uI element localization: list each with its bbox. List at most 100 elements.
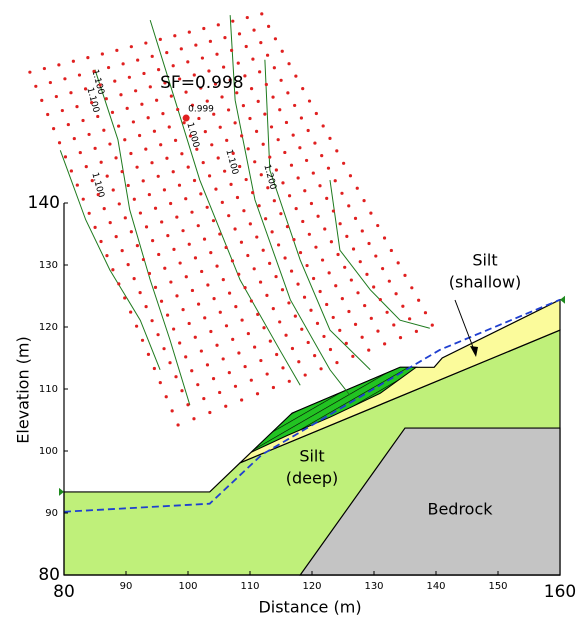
grid-point (320, 258, 325, 262)
grid-point (389, 248, 393, 253)
grid-point (151, 239, 155, 243)
grid-point (261, 248, 265, 252)
grid-point (345, 234, 349, 238)
factor-of-safety: SF=0.998 (160, 73, 243, 93)
contour-label: 1.200 (261, 163, 277, 191)
grid-point (259, 358, 263, 363)
grid-point (334, 284, 338, 288)
x-tick-label: 150 (488, 581, 507, 592)
grid-point (218, 125, 222, 129)
grid-point (244, 44, 248, 49)
grid-point (211, 219, 216, 223)
grid-point (200, 269, 204, 274)
grid-point (281, 366, 285, 370)
grid-point (225, 138, 229, 142)
grid-point (218, 310, 222, 314)
grid-point (141, 257, 146, 262)
grid-point (342, 161, 346, 165)
x-axis-label: Distance (m) (258, 598, 361, 617)
grid-point (223, 169, 227, 173)
x-tick-label: 100 (178, 581, 197, 592)
grid-point (123, 296, 127, 300)
grid-point (369, 316, 373, 320)
grid-point (236, 61, 240, 65)
grid-point (123, 216, 127, 220)
grid-point (146, 116, 150, 120)
grid-point (229, 182, 233, 186)
grid-point (417, 298, 421, 302)
grid-point (227, 214, 231, 218)
grid-point (200, 56, 204, 60)
grid-point (327, 271, 331, 275)
piezometric-line (63, 298, 561, 513)
grid-point (75, 105, 79, 109)
grid-point (52, 127, 56, 131)
region-label: (shallow) (449, 273, 522, 292)
grid-point (355, 186, 359, 190)
grid-point (156, 68, 161, 72)
grid-point (117, 202, 121, 206)
grid-point (226, 108, 231, 112)
grid-point (267, 24, 271, 28)
grid-point (387, 279, 391, 283)
grid-point (165, 50, 169, 55)
grid-point (155, 98, 159, 102)
grid-point (184, 90, 188, 94)
grid-point (172, 327, 176, 331)
arrow-head (470, 346, 478, 357)
grid-point (126, 183, 130, 188)
grid-point (335, 149, 339, 153)
grid-point (187, 242, 191, 246)
grid-point (171, 64, 175, 68)
grid-point (376, 223, 380, 228)
grid-point (301, 219, 305, 224)
grid-point (254, 129, 259, 133)
grid-point (256, 312, 260, 316)
grid-point (344, 341, 348, 345)
grid-point (239, 240, 244, 244)
grid-point (309, 308, 313, 312)
grid-point (356, 291, 360, 295)
grid-point (129, 45, 133, 49)
contour-line (59, 150, 161, 370)
grid-point (273, 37, 278, 41)
grid-point (383, 342, 387, 346)
grid-point (140, 338, 145, 342)
grid-point (220, 95, 224, 99)
grid-point (28, 70, 32, 74)
grid-point (144, 305, 148, 309)
grid-point (137, 133, 142, 138)
grid-point (289, 269, 294, 273)
grid-point (187, 321, 191, 326)
grid-point (199, 192, 203, 196)
grid-point (313, 354, 317, 358)
grid-point (119, 93, 123, 97)
x-tick-label: 90 (120, 581, 133, 592)
grid-point (336, 252, 340, 257)
grid-point (283, 150, 287, 155)
grid-point (192, 178, 197, 183)
grid-point (287, 194, 292, 198)
grid-point (378, 298, 382, 302)
grid-point (87, 211, 91, 215)
grid-point (92, 69, 96, 73)
region-label: Silt (472, 251, 497, 270)
grid-point (289, 163, 294, 167)
grid-point (372, 285, 376, 289)
grid-point (216, 156, 220, 160)
grid-point (213, 82, 218, 86)
grid-point (186, 165, 190, 169)
grid-point (208, 39, 213, 43)
grid-point (169, 201, 173, 206)
region-label: Bedrock (427, 500, 493, 519)
grid-point (414, 329, 418, 333)
grid-point (179, 47, 183, 51)
grid-point (93, 146, 97, 150)
grid-point (166, 234, 170, 238)
grid-point (279, 78, 283, 82)
grid-point (333, 179, 337, 183)
grid-point (163, 266, 167, 270)
grid-point (113, 79, 117, 83)
grid-point (159, 299, 164, 303)
